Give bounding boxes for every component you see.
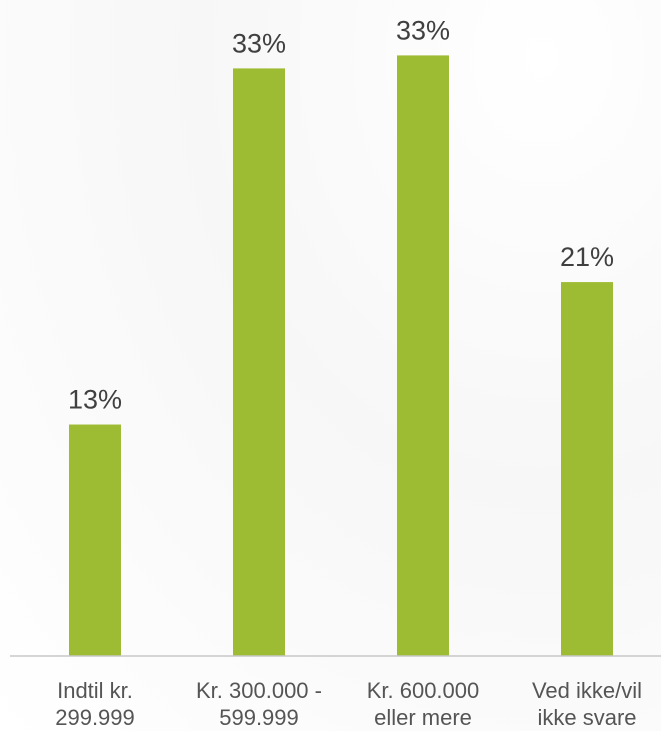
category-label-2-line-1: Kr. 300.000 -: [196, 678, 322, 703]
bar-2: [233, 68, 285, 656]
bar-3: [397, 55, 449, 656]
bars-group: [69, 55, 613, 656]
value-label-3: 33%: [396, 15, 450, 45]
value-label-4: 21%: [560, 242, 614, 272]
category-label-1-line-1: Indtil kr.: [57, 678, 133, 703]
value-labels-group: 13% 33% 33% 21%: [68, 15, 614, 414]
value-label-2: 33%: [232, 28, 286, 58]
category-labels-group: Indtil kr.299.999 Kr. 300.000 -599.999 Kr.…: [55, 678, 642, 730]
value-label-1: 13%: [68, 385, 122, 415]
category-label-3-line-1: Kr. 600.000: [367, 678, 480, 703]
category-label-4-line-1: Ved ikke/vil: [532, 678, 642, 703]
category-label-4-line-2: ikke svare: [537, 705, 636, 730]
category-label-3-line-2: eller mere: [374, 705, 472, 730]
bar-4: [561, 282, 613, 656]
bar-1: [69, 424, 121, 656]
category-label-2-line-2: 599.999: [219, 705, 299, 730]
category-label-1-line-2: 299.999: [55, 705, 135, 730]
